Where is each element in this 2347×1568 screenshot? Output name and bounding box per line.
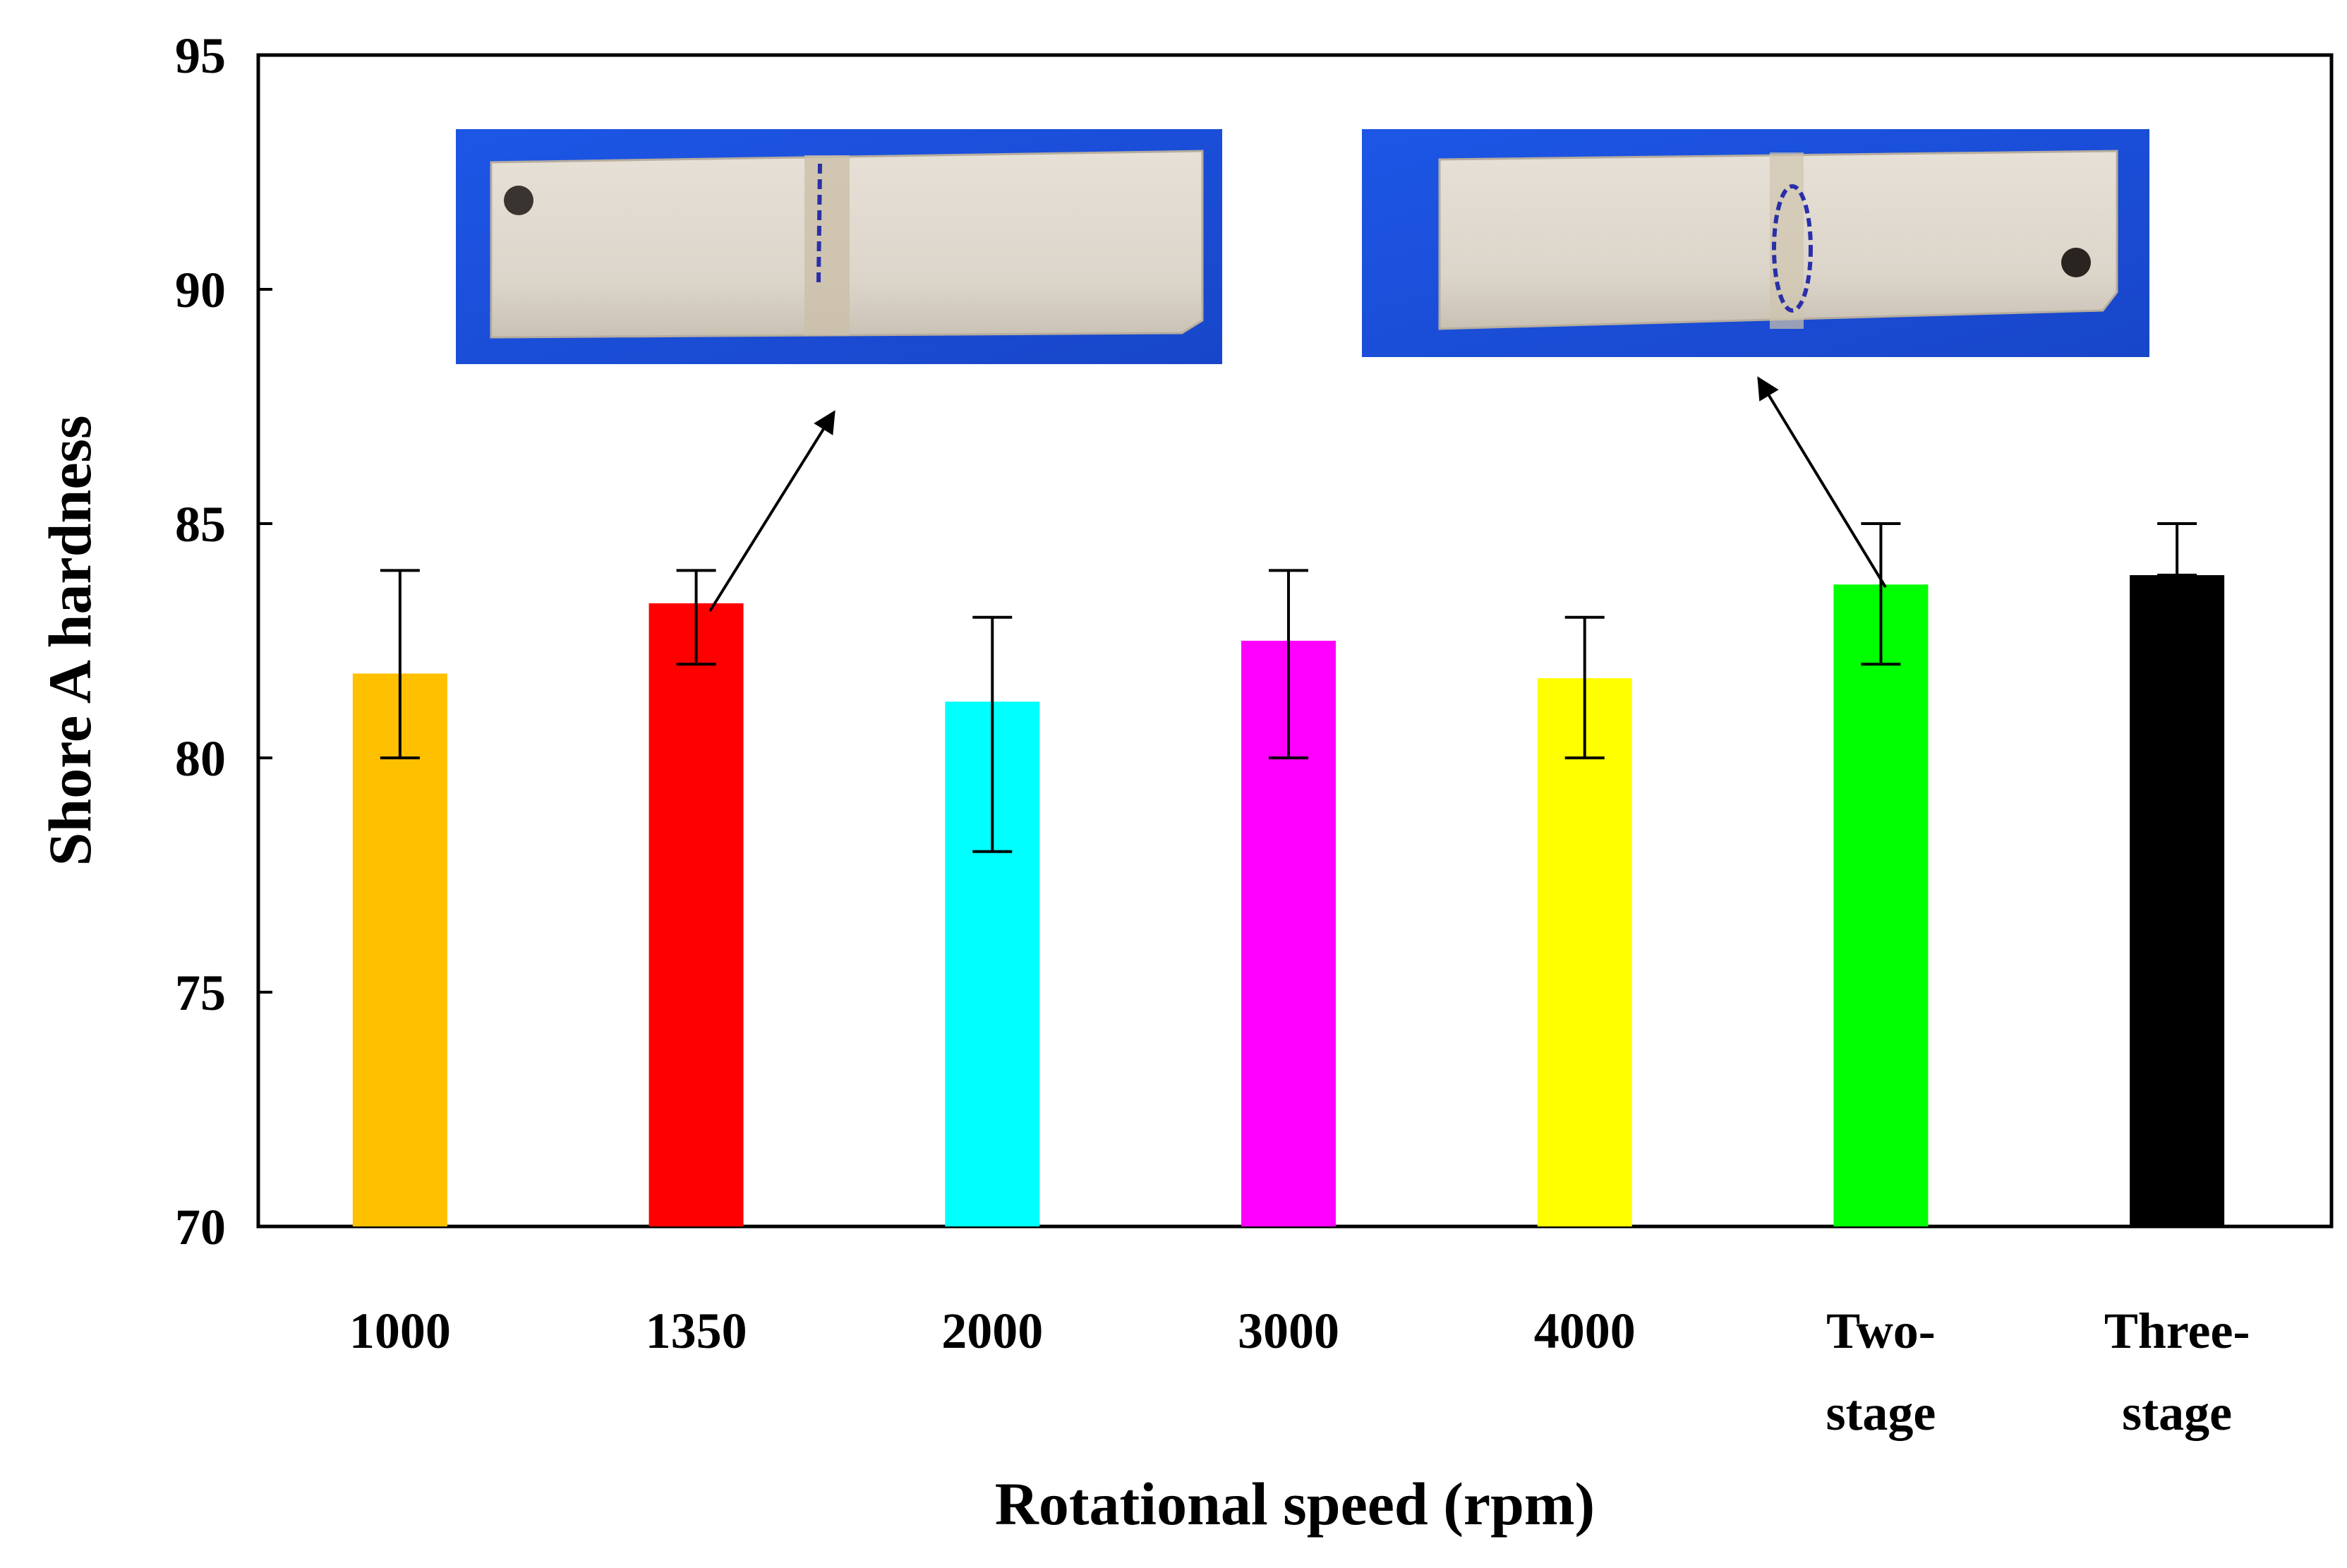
bar [1537,678,1632,1226]
x-tick-label-line: 4000 [1534,1303,1636,1359]
x-tick-label-line: Three- [2104,1303,2250,1359]
bar [352,673,447,1226]
x-tick-label: 2000 [941,1303,1043,1359]
y-axis-title: Shore A hardness [36,416,104,867]
arrow-two-stage-to-inset [1757,376,1887,589]
x-tick-label-line: 3000 [1238,1303,1339,1359]
bar [648,603,744,1226]
y-tick-label: 90 [175,262,226,318]
x-tick-label-line: 2000 [941,1303,1043,1359]
x-tick-label-line: stage [1826,1385,1936,1441]
x-tick-label-line: stage [2122,1385,2232,1441]
inset-photo-1350 [456,129,1222,364]
x-tick-label: 3000 [1238,1303,1339,1359]
x-tick-label-line: 1000 [349,1303,451,1359]
x-axis-title: Rotational speed (rpm) [995,1470,1595,1538]
arrow-1350-to-inset [708,410,835,613]
y-tick-label: 70 [175,1199,226,1255]
y-tick-label: 80 [175,730,226,787]
x-tick-label: Two-stage [1826,1303,1936,1441]
x-tick-label-line: Two- [1826,1303,1936,1359]
inset-photo-two-stage [1362,129,2149,357]
x-tick-label: Three-stage [2104,1303,2250,1441]
y-tick-label: 75 [175,965,226,1021]
y-tick-label: 85 [175,496,226,553]
bar [1833,584,1929,1226]
x-tick-label-line: 1350 [646,1303,747,1359]
x-tick-label: 1350 [646,1303,747,1359]
bar [2130,575,2225,1226]
bars-group [352,522,2225,1226]
x-tick-label: 4000 [1534,1303,1636,1359]
y-tick-label: 95 [175,28,226,84]
x-tick-label: 1000 [349,1303,451,1359]
y-axis: 70 75 80 85 90 95 [175,28,272,1255]
